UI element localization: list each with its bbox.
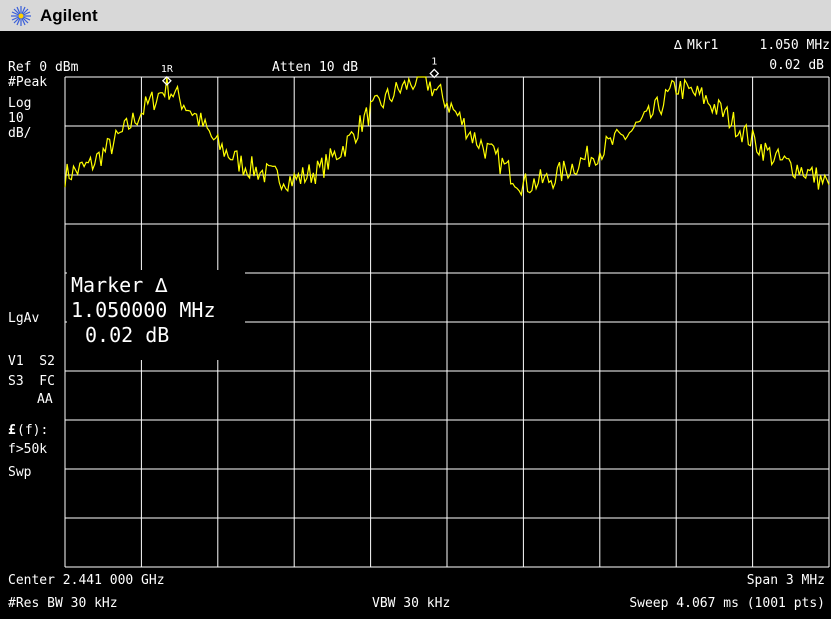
scale-unit: dB/: [8, 126, 32, 141]
s3fc-label: S3 FC: [8, 374, 55, 389]
sweep-time: Sweep 4.067 ms (1001 pts): [629, 596, 825, 611]
average-label: LgAv: [8, 311, 40, 326]
ref-level: Ref 0 dBm: [8, 60, 79, 75]
vbw: VBW 30 kHz: [372, 596, 451, 611]
marker-readout-label: Mkr1: [687, 38, 719, 53]
filter-label: f>50k: [8, 442, 48, 457]
analyzer-screen: 1R 1 ∆ Mkr1 1.050 MHz 0.02 dB Ref 0 dBm A…: [0, 31, 831, 619]
attenuation: Atten 10 dB: [272, 60, 359, 75]
v1s2-label: V1 S2: [8, 354, 55, 369]
title-bar: Agilent: [0, 0, 831, 31]
marker-readout-freq: 1.050 MHz: [759, 38, 830, 53]
marker-info-box: Marker ∆ 1.050000 MHz 0.02 dB: [67, 270, 245, 360]
scale-type: Log: [8, 96, 32, 111]
marker-diamond: [429, 68, 440, 79]
marker-symbols: 1R 1: [161, 56, 440, 86]
center-frequency: Center 2.441 000 GHz: [8, 573, 165, 588]
marker-label: 1R: [161, 64, 174, 75]
marker-readout-amp: 0.02 dB: [769, 58, 824, 73]
scale-value: 10: [8, 111, 24, 126]
aa-label: AA: [37, 392, 53, 407]
sweep-label: Swp: [8, 465, 32, 480]
ef-label: (f):: [17, 423, 49, 438]
marker-box-freq: 1.050000 MHz: [71, 298, 216, 322]
marker-box-title: Marker ∆: [71, 273, 168, 297]
detector-label: #Peak: [8, 75, 48, 90]
ef-symbol: £: [8, 423, 16, 438]
delta-symbol: ∆: [674, 38, 682, 53]
res-bw: #Res BW 30 kHz: [8, 596, 118, 611]
brand-name: Agilent: [40, 5, 98, 25]
marker-diamond: [161, 75, 172, 86]
marker-label: 1: [431, 56, 437, 67]
agilent-spark-icon: [11, 5, 31, 26]
marker-box-amp: 0.02 dB: [85, 323, 170, 347]
span: Span 3 MHz: [746, 573, 825, 588]
spectrum-trace: [64, 76, 830, 197]
